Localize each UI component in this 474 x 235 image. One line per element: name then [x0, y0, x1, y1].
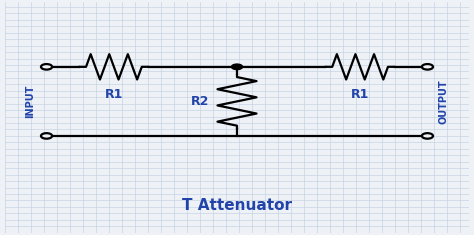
- Circle shape: [41, 133, 52, 139]
- Circle shape: [422, 64, 433, 70]
- Text: T Attenuator: T Attenuator: [182, 197, 292, 212]
- Text: INPUT: INPUT: [25, 85, 35, 118]
- Text: R2: R2: [191, 95, 209, 108]
- Circle shape: [231, 64, 243, 70]
- Circle shape: [422, 133, 433, 139]
- Circle shape: [41, 64, 52, 70]
- Text: R1: R1: [351, 88, 369, 101]
- Text: R1: R1: [105, 88, 123, 101]
- Text: OUTPUT: OUTPUT: [439, 79, 449, 124]
